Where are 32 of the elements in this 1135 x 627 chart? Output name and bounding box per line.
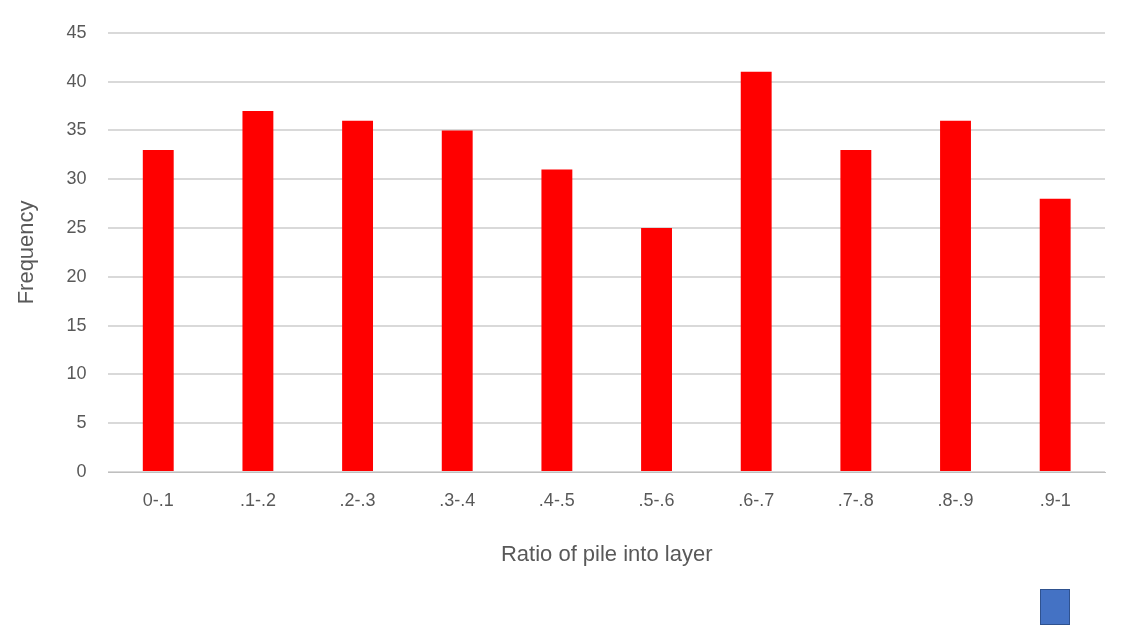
bar (242, 110, 274, 471)
y-tick-label: 5 (76, 412, 87, 433)
bar (441, 130, 473, 471)
bar (1039, 198, 1071, 471)
x-tick-label: .7-.8 (837, 489, 874, 510)
x-tick-label: .8-.9 (937, 489, 974, 510)
bar (142, 149, 174, 471)
y-tick-label: 10 (66, 363, 87, 384)
bar (541, 169, 573, 471)
y-tick-label: 15 (66, 314, 87, 335)
x-tick-label: .9-1 (1039, 489, 1071, 510)
y-tick-label: 20 (66, 265, 87, 286)
y-tick-label: 45 (66, 21, 87, 42)
x-tick-label: 0-.1 (142, 489, 174, 510)
y-axis-title: Frequency (13, 200, 39, 305)
x-axis-title: Ratio of pile into layer (500, 540, 713, 566)
bar (940, 120, 971, 471)
y-tick-label: 35 (66, 119, 87, 140)
y-tick-label: 25 (66, 216, 87, 237)
y-tick-label: 40 (66, 70, 87, 91)
x-tick-label: .4-.5 (538, 489, 575, 510)
bar (641, 228, 672, 471)
x-tick-label: .2-.3 (339, 489, 376, 510)
x-tick-label: .5-.6 (638, 489, 675, 510)
y-tick-label: 30 (66, 168, 87, 189)
x-tick-label: .3-.4 (439, 489, 476, 510)
bar (740, 71, 772, 471)
bar (342, 120, 374, 471)
x-tick-label: .1-.2 (239, 489, 276, 510)
x-tick-label: .6-.7 (738, 489, 775, 510)
y-tick-label: 0 (76, 460, 87, 481)
bar (840, 149, 872, 471)
